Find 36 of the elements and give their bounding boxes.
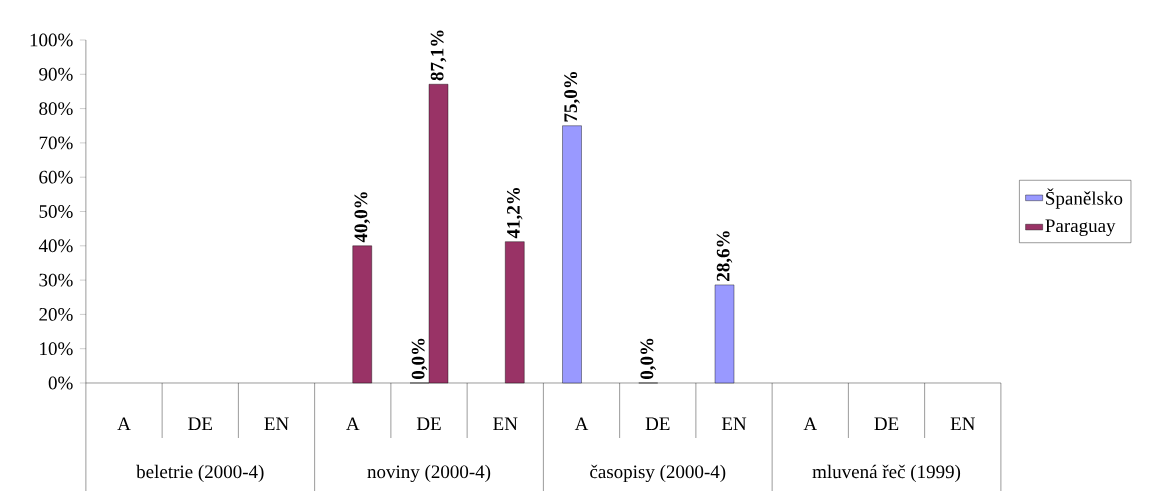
text: beletrie (2000-4) bbox=[136, 464, 264, 483]
data-label: 28,6% bbox=[716, 231, 733, 281]
y-tick-label: 40% bbox=[38, 239, 73, 253]
data-label: 0,0% bbox=[411, 338, 428, 380]
y-tick-label: 60% bbox=[39, 170, 73, 184]
x-tick-label: A bbox=[346, 417, 360, 431]
data-label: 75,0% bbox=[564, 72, 580, 122]
data-label: 40,0% bbox=[354, 192, 371, 243]
y-tick-label: 10% bbox=[40, 342, 73, 356]
x-tick-label: A bbox=[117, 417, 131, 431]
data-label: 41,2% bbox=[506, 188, 523, 239]
text: noviny (2000-4) bbox=[367, 464, 491, 483]
y-tick-label: 90% bbox=[39, 67, 73, 81]
text: časopisy (2000-4) bbox=[590, 464, 726, 483]
y-tick-label: 20% bbox=[39, 307, 73, 321]
y-tick-label: 80% bbox=[39, 102, 73, 116]
y-tick-label: 100% bbox=[30, 33, 73, 47]
x-tick-label: A bbox=[574, 417, 589, 431]
x-tick-label: EN bbox=[721, 417, 747, 430]
y-tick-label: 50% bbox=[39, 205, 73, 218]
x-tick-label: DE bbox=[874, 417, 899, 431]
x-tick-label: A bbox=[803, 417, 817, 431]
x-tick-label: DE bbox=[416, 417, 441, 431]
y-tick-label: 70% bbox=[39, 136, 73, 150]
legend-label: Španělsko bbox=[1046, 188, 1123, 209]
data-label: 0,0% bbox=[640, 338, 657, 380]
text: mluvená řeč (1999) bbox=[812, 464, 961, 483]
x-tick-label: EN bbox=[493, 417, 518, 430]
y-tick-label: 30% bbox=[39, 273, 73, 287]
data-label: 87,1% bbox=[430, 30, 447, 81]
x-tick-label: EN bbox=[950, 417, 975, 430]
legend-label: Paraguay bbox=[1045, 219, 1116, 236]
x-tick-label: EN bbox=[264, 417, 289, 430]
x-tick-label: DE bbox=[645, 417, 670, 431]
y-tick-label: 0% bbox=[48, 376, 73, 390]
x-tick-label: DE bbox=[188, 417, 212, 431]
